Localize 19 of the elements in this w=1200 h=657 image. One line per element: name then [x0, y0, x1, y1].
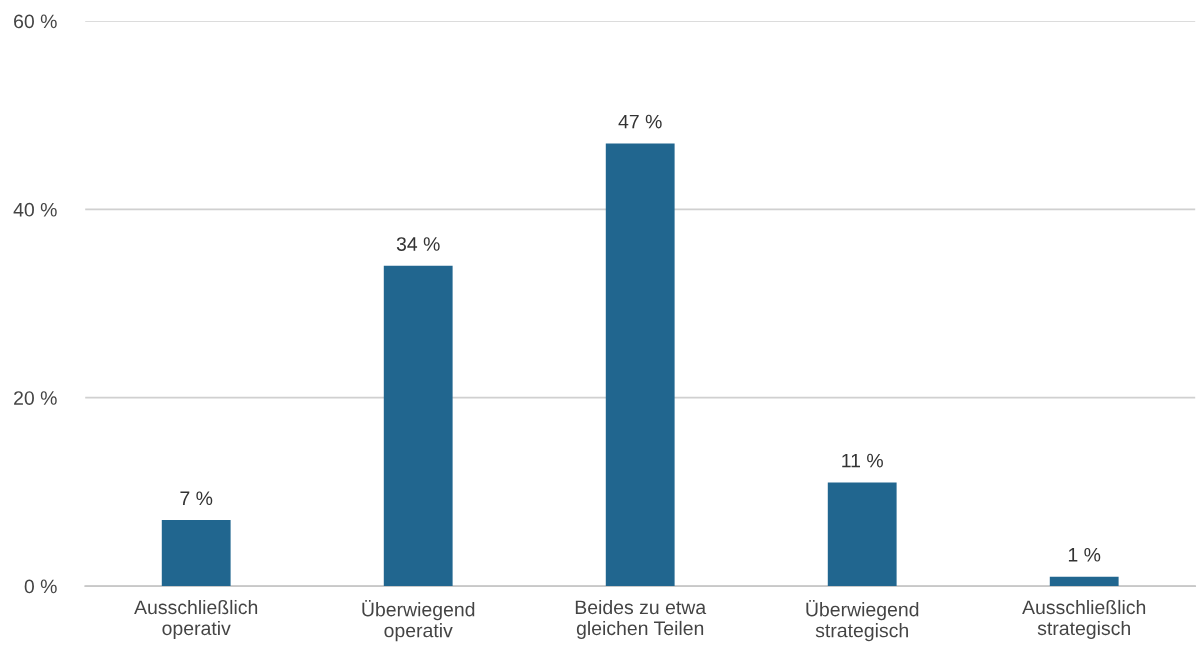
data-label: 7 % — [180, 491, 213, 506]
data-label: 11 % — [842, 453, 883, 468]
y-tick-label: 20 % — [14, 391, 57, 405]
bar — [383, 265, 453, 587]
bar — [827, 482, 897, 587]
x-tick-label: Ausschließlich operativ — [134, 599, 258, 639]
x-tick-label: Beides zu etwa gleichen Teilen — [575, 599, 707, 639]
y-tick-label: 0 % — [24, 579, 57, 594]
bar — [1049, 576, 1119, 587]
x-tick-label: Überwiegend strategisch — [806, 599, 919, 642]
data-label: 47 % — [618, 114, 662, 129]
x-tick-label: Überwiegend operativ — [362, 599, 475, 642]
data-label: 1 % — [1068, 547, 1101, 562]
x-tick-label: Ausschließlich strategisch — [1022, 599, 1146, 639]
y-tick-label: 60 % — [14, 14, 57, 29]
bar — [161, 520, 231, 587]
y-tick-label: 40 % — [13, 202, 57, 217]
data-label: 34 % — [396, 237, 440, 251]
bar — [605, 143, 675, 587]
